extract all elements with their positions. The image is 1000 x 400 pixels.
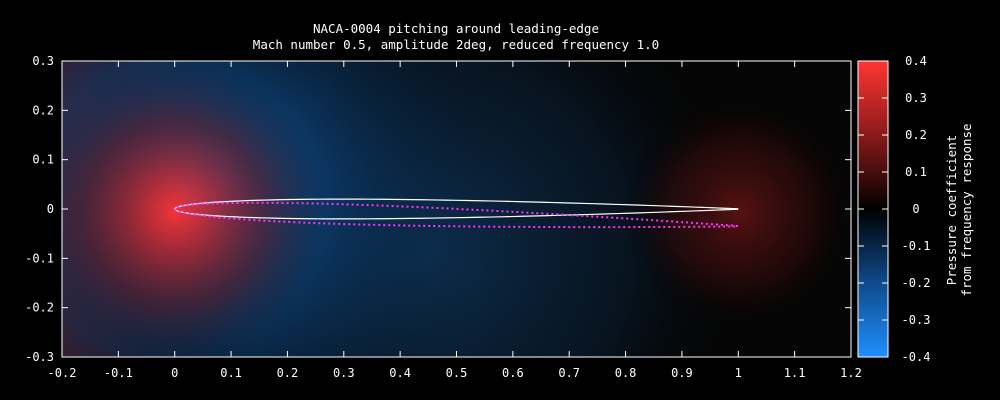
colorbar-label-line2: from frequency response	[959, 123, 974, 296]
x-axis: -0.2 -0.1 0 0.1 0.2 0.3 0.4 0.5 0.6 0.7 0.8 0.9 1 1.1…	[48, 61, 862, 380]
y-tick-label: -0.3	[25, 350, 54, 364]
y-tick-label: 0.1	[32, 153, 54, 167]
colorbar-tick-label: -0.1	[902, 239, 931, 253]
x-tick-label: 1.1	[784, 366, 806, 380]
y-axis: 0.3 0.2 0.1 0 -0.1 -0.2 -0.3	[25, 54, 851, 364]
colorbar-tick-label: -0.3	[902, 313, 931, 327]
chart-subtitle: Mach number 0.5, amplitude 2deg, reduced…	[253, 37, 659, 52]
x-tick-label: -0.2	[48, 366, 77, 380]
x-tick-label: 1	[735, 366, 742, 380]
x-tick-label: 1.2	[840, 366, 862, 380]
x-tick-label: 0.8	[615, 366, 637, 380]
colorbar-tick-label: 0	[912, 202, 919, 216]
colorbar-label-line1: Pressure coefficient	[944, 135, 959, 286]
colorbar-tick-label: 0.2	[905, 128, 927, 142]
x-tick-label: 0	[171, 366, 178, 380]
y-tick-label: -0.2	[25, 301, 54, 315]
colorbar-axis: 0.4 0.3 0.2 0.1 0 -0.1 -0.2 -0.3 -0.4	[858, 54, 930, 364]
x-tick-label: 0.1	[220, 366, 242, 380]
x-tick-label: 0.7	[558, 366, 580, 380]
chart-title: NACA-0004 pitching around leading-edge	[313, 21, 599, 36]
colorbar-tick-label: -0.2	[902, 276, 931, 290]
colorbar-tick-label: 0.1	[905, 165, 927, 179]
colorbar-tick-label: 0.4	[905, 54, 927, 68]
x-tick-label: 0.9	[671, 366, 693, 380]
y-tick-label: 0	[47, 202, 54, 216]
x-tick-label: -0.1	[104, 366, 133, 380]
x-tick-label: 0.6	[502, 366, 524, 380]
x-tick-label: 0.5	[446, 366, 468, 380]
x-tick-label: 0.3	[333, 366, 355, 380]
x-tick-label: 0.4	[389, 366, 411, 380]
y-tick-label: 0.2	[32, 103, 54, 117]
colorbar-tick-label: -0.4	[902, 350, 931, 364]
pitched-airfoil-outline	[173, 201, 739, 229]
y-tick-label: -0.1	[25, 251, 54, 265]
y-tick-label: 0.3	[32, 54, 54, 68]
mean-airfoil-outline	[174, 198, 739, 220]
x-tick-label: 0.2	[277, 366, 299, 380]
colorbar-tick-label: 0.3	[905, 91, 927, 105]
